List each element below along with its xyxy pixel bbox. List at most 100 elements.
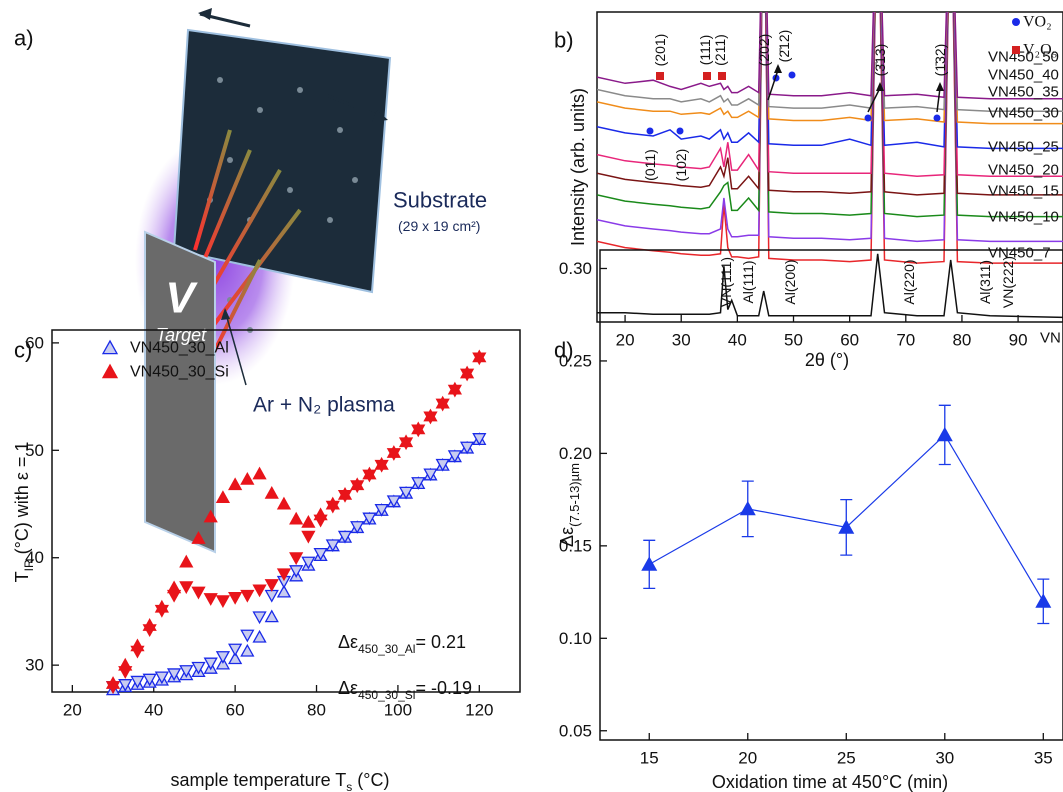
marker	[264, 579, 279, 592]
series-label: VN450_15	[988, 183, 1059, 200]
plot-frame	[596, 11, 1063, 323]
x-tick-label: 60	[840, 331, 859, 350]
marker	[215, 651, 231, 664]
vo2-marker	[864, 114, 872, 122]
marker	[362, 469, 377, 483]
marker	[435, 398, 450, 412]
label-part: sample temperature T	[171, 770, 347, 790]
plot-frame	[51, 329, 521, 693]
arrow-head	[774, 64, 782, 73]
v2o5-marker	[703, 72, 711, 80]
marker	[423, 468, 438, 482]
xrd-line	[597, 253, 1063, 319]
label-part: T	[12, 571, 32, 582]
marker	[191, 531, 206, 544]
peak-label: (1̄32)	[932, 44, 948, 77]
y-tick-label: 0.20	[559, 444, 592, 463]
marker	[191, 661, 206, 675]
marker	[411, 424, 426, 438]
marker	[313, 547, 328, 561]
panel-label: a)	[14, 26, 34, 51]
marker	[264, 485, 279, 499]
marker	[203, 509, 218, 523]
xrd-line	[597, 12, 1063, 112]
marker	[447, 384, 462, 398]
peak-label: (2̄12)	[776, 30, 792, 63]
panel-label: c)	[14, 338, 32, 363]
marker	[398, 486, 414, 500]
marker	[142, 673, 157, 687]
x-tick-label: 35	[1034, 749, 1053, 768]
marker	[179, 554, 194, 568]
marker	[228, 477, 243, 491]
marker	[411, 477, 426, 490]
x-axis-label: 2θ (°)	[805, 350, 849, 370]
marker	[447, 450, 462, 464]
vo2-marker	[788, 71, 796, 79]
series-label: VN450_20	[988, 162, 1059, 179]
y-tick-label: 0.10	[559, 629, 592, 648]
diagram: a) Substrate (29 x 19 cm²) V Target Ar +…	[14, 8, 487, 554]
arrow-head	[198, 8, 212, 20]
vo2-marker	[646, 127, 654, 135]
peak-label: (102)	[673, 149, 689, 182]
legend-marker	[1012, 46, 1020, 54]
peak-label: VN(111)	[718, 257, 734, 307]
v2o5-marker	[656, 72, 664, 80]
peak-label: (2̄02)	[756, 34, 772, 67]
arrow-head	[936, 82, 944, 91]
arrow	[325, 93, 385, 120]
series-label: VN450_50	[988, 49, 1059, 66]
annotation-part: = -0.19	[415, 678, 472, 698]
substrate	[172, 28, 392, 294]
y-tick-label: 50	[25, 441, 44, 460]
marker	[276, 584, 292, 598]
label-sub: IR	[22, 559, 36, 571]
series-label: VN	[1040, 330, 1061, 347]
marker	[472, 433, 487, 446]
marker	[435, 458, 450, 472]
arrow	[936, 87, 941, 113]
marker	[472, 352, 487, 366]
marker	[203, 593, 218, 606]
legend-marker	[1012, 18, 1020, 26]
marker	[179, 665, 194, 678]
peak-label: (211)	[712, 34, 728, 66]
peak-label: Al(200)	[782, 259, 798, 304]
peak-label: Al(311)	[977, 260, 993, 304]
marker	[325, 500, 340, 514]
marker	[337, 489, 353, 503]
marker	[240, 629, 255, 643]
arrow-head	[221, 308, 230, 320]
marker	[1035, 593, 1052, 608]
xrd-line	[597, 12, 1063, 125]
y-tick-label: 30	[25, 656, 44, 675]
xrd-line	[597, 12, 1063, 150]
label-part: (°C)	[352, 770, 389, 790]
x-axis-label: Oxidation time at 450°C (min)	[712, 772, 948, 792]
marker	[252, 466, 267, 480]
x-tick-label: 40	[728, 331, 747, 350]
series-label: VN450_35	[988, 84, 1059, 101]
marker	[459, 368, 475, 382]
marker	[838, 519, 855, 534]
peak-label: (011)	[642, 149, 658, 181]
annotation: Δε450_30_Al= 0.21	[338, 632, 466, 656]
marker	[166, 668, 182, 682]
arrow	[225, 313, 247, 386]
marker	[166, 589, 182, 603]
substrate-size: (29 x 19 cm²)	[398, 218, 480, 234]
y-tick-label: 0.30	[559, 259, 592, 278]
marker	[276, 496, 292, 510]
marker	[228, 651, 243, 665]
annotation-part: = 0.21	[415, 632, 466, 652]
peak-label: (111)	[697, 35, 713, 66]
marker	[240, 589, 255, 603]
xrd-line	[597, 12, 1063, 100]
x-tick-label: 15	[640, 749, 659, 768]
y-axis-label: TIR (°C) with ε = 1	[12, 442, 36, 583]
x-tick-label: 30	[672, 331, 691, 350]
marker	[105, 681, 121, 694]
label-part: Δε	[557, 527, 577, 547]
